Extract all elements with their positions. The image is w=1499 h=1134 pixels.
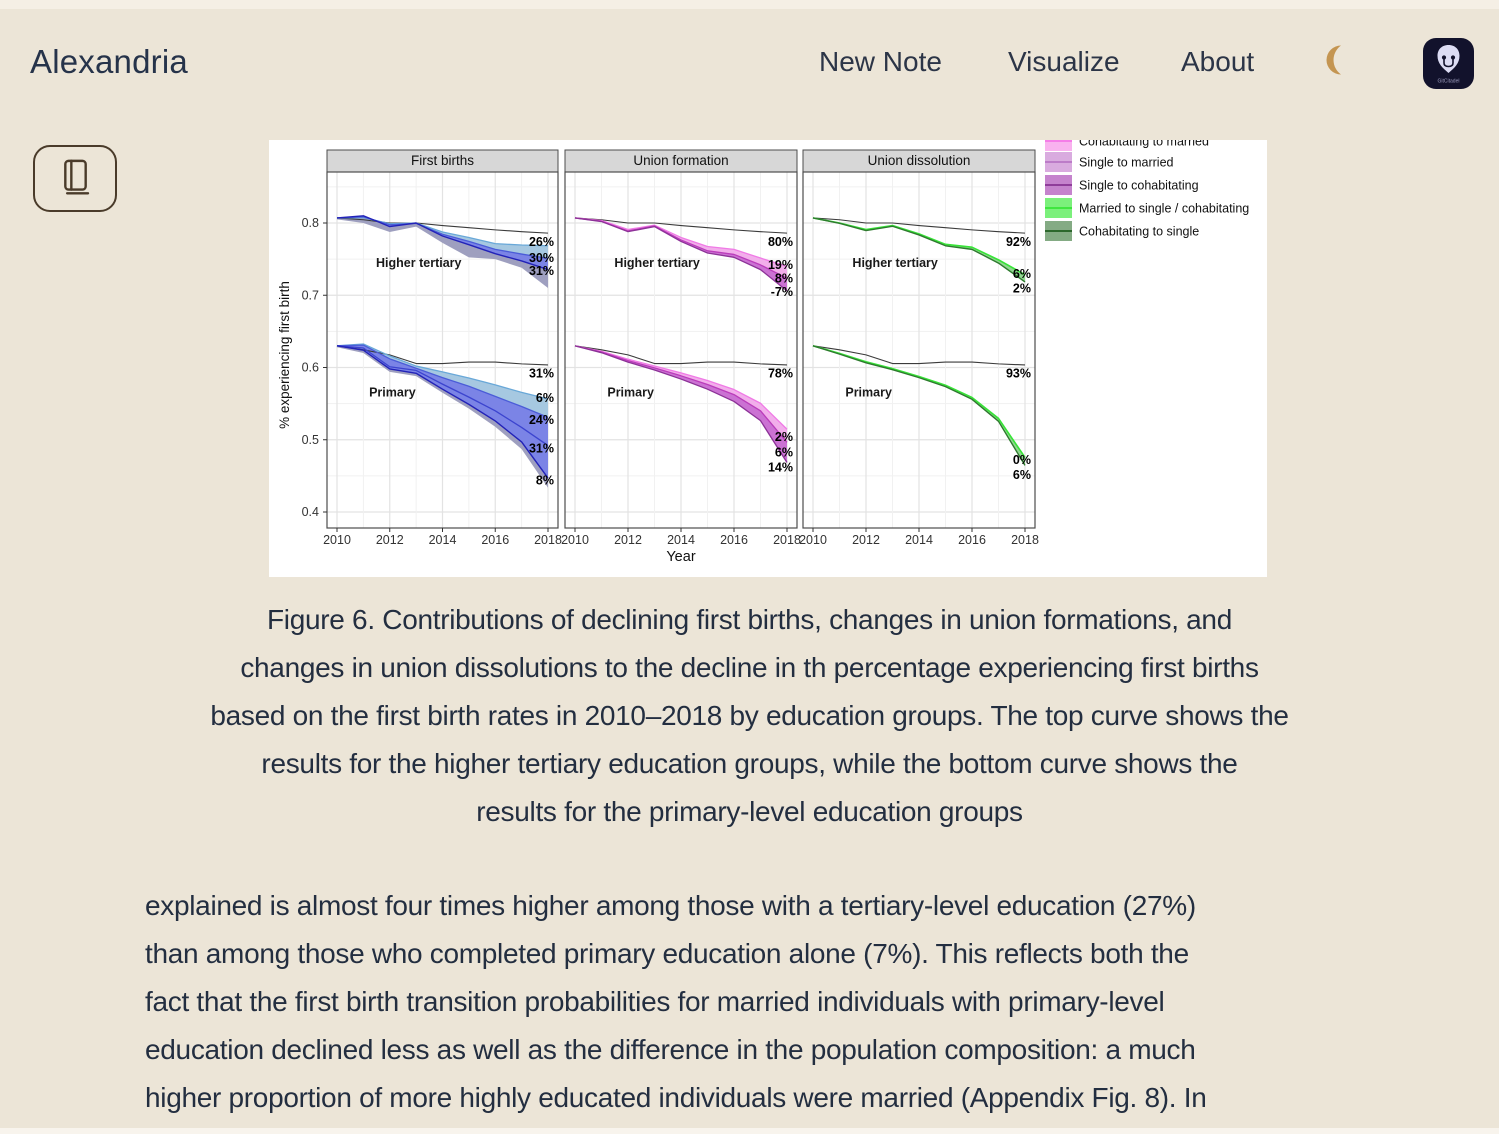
text-line: than among those who completed primary e… (145, 938, 1189, 969)
svg-text:2012: 2012 (852, 533, 880, 547)
svg-text:24%: 24% (529, 413, 554, 427)
text-line: based on the first birth rates in 2010–2… (210, 700, 1289, 731)
text-line: results for the primary-level education … (476, 796, 1023, 827)
text-line: results for the higher tertiary educatio… (261, 748, 1238, 779)
text-line: changes in union dissolutions to the dec… (240, 652, 1259, 683)
svg-text:6%: 6% (536, 391, 554, 405)
svg-text:Cohabitating to married: Cohabitating to married (1079, 140, 1209, 149)
svg-text:2%: 2% (775, 430, 793, 444)
figure-caption: Figure 6. Contributions of declining fir… (0, 596, 1499, 836)
brand[interactable]: Alexandria (30, 43, 188, 80)
svg-text:2016: 2016 (481, 533, 509, 547)
svg-text:6%: 6% (1013, 468, 1031, 482)
svg-text:0.6: 0.6 (302, 361, 319, 375)
book-icon (63, 159, 89, 195)
svg-text:First births: First births (411, 153, 474, 168)
svg-text:2014: 2014 (429, 533, 457, 547)
text-line: higher proportion of more highly educate… (145, 1082, 1207, 1113)
svg-text:30%: 30% (529, 251, 554, 265)
figure-panel: Higher tertiary Primary 26% 30% 31% 31% 6% 24% 3… (269, 140, 1267, 577)
svg-text:2010: 2010 (323, 533, 351, 547)
gitcitadel-logo-icon: GitCitadel (1437, 45, 1460, 85)
text-line: education declined less as well as the d… (145, 1034, 1196, 1065)
svg-text:2010: 2010 (799, 533, 827, 547)
svg-text:14%: 14% (768, 461, 793, 475)
svg-text:92%: 92% (1006, 235, 1031, 249)
svg-text:2018: 2018 (773, 533, 801, 547)
svg-text:78%: 78% (768, 366, 793, 380)
svg-text:6%: 6% (1013, 267, 1031, 281)
svg-text:Single to married: Single to married (1079, 156, 1174, 170)
svg-text:0.5: 0.5 (302, 433, 319, 447)
svg-text:Year: Year (666, 549, 695, 565)
svg-text:2010: 2010 (561, 533, 589, 547)
moon-icon (1326, 45, 1341, 75)
svg-text:31%: 31% (529, 366, 554, 380)
svg-text:Higher tertiary: Higher tertiary (852, 256, 937, 270)
svg-text:8%: 8% (536, 474, 554, 488)
svg-text:% experiencing first birth: % experiencing first birth (277, 281, 292, 429)
svg-text:0.8: 0.8 (302, 216, 319, 230)
svg-text:80%: 80% (768, 235, 793, 249)
logo-label: GitCitadel (1438, 79, 1460, 85)
top-strip (0, 0, 1499, 9)
svg-text:8%: 8% (775, 271, 793, 285)
text-line: explained is almost four times higher am… (145, 890, 1196, 921)
svg-text:Union dissolution: Union dissolution (868, 153, 971, 168)
nav-item-about[interactable]: About (1181, 46, 1255, 77)
svg-text:Married to single / cohabitati: Married to single / cohabitating (1079, 202, 1249, 216)
svg-text:2014: 2014 (667, 533, 695, 547)
svg-text:93%: 93% (1006, 366, 1031, 380)
svg-text:Primary: Primary (369, 385, 416, 399)
svg-text:Primary: Primary (607, 385, 654, 399)
svg-text:Cohabitating to single: Cohabitating to single (1079, 225, 1199, 239)
text-line: Figure 6. Contributions of declining fir… (267, 604, 1232, 635)
svg-text:2012: 2012 (614, 533, 642, 547)
reader-mode-button[interactable] (33, 145, 117, 212)
svg-text:26%: 26% (529, 235, 554, 249)
svg-text:2%: 2% (1013, 282, 1031, 296)
svg-text:31%: 31% (529, 264, 554, 278)
svg-text:Primary: Primary (845, 385, 892, 399)
svg-text:Union formation: Union formation (633, 153, 728, 168)
svg-text:Single to cohabitating: Single to cohabitating (1079, 179, 1199, 193)
body-paragraph: explained is almost four times higher am… (145, 882, 1445, 1134)
svg-text:Higher tertiary: Higher tertiary (614, 256, 699, 270)
text-line: fact that the first birth transition pro… (145, 986, 1165, 1017)
svg-text:0.7: 0.7 (302, 288, 319, 302)
theme-toggle-button[interactable] (1322, 42, 1358, 78)
figure-chart: Higher tertiaryPrimary26%30%31%31%6%24%3… (269, 140, 1267, 577)
logo-button[interactable]: GitCitadel (1423, 38, 1474, 89)
svg-text:2012: 2012 (376, 533, 404, 547)
svg-text:2014: 2014 (905, 533, 933, 547)
svg-text:2018: 2018 (534, 533, 562, 547)
svg-text:-7%: -7% (771, 285, 793, 299)
svg-text:2016: 2016 (958, 533, 986, 547)
svg-text:0.4: 0.4 (302, 505, 319, 519)
svg-text:31%: 31% (529, 441, 554, 455)
svg-text:2018: 2018 (1011, 533, 1039, 547)
svg-text:2016: 2016 (720, 533, 748, 547)
nav-item-new-note[interactable]: New Note (819, 46, 942, 77)
bottom-strip (0, 1128, 1499, 1134)
svg-text:Higher tertiary: Higher tertiary (376, 256, 461, 270)
nav-item-visualize[interactable]: Visualize (1008, 46, 1120, 77)
svg-text:6%: 6% (775, 445, 793, 459)
svg-text:19%: 19% (768, 258, 793, 272)
svg-text:0%: 0% (1013, 453, 1031, 467)
